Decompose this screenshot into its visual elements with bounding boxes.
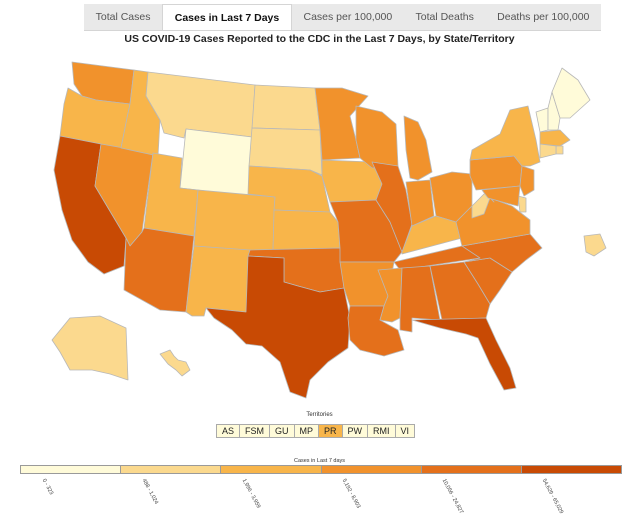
territory-rmi[interactable]: RMI — [368, 425, 396, 437]
state-tx[interactable] — [205, 255, 351, 399]
view-tabs: Total Cases Cases in Last 7 Days Cases p… — [84, 4, 601, 31]
state-ct[interactable] — [539, 143, 557, 159]
territories-selector: AS FSM GU MP PR PW RMI VI — [216, 424, 416, 438]
state-fl[interactable] — [411, 317, 517, 391]
legend-bin-6 — [521, 466, 622, 473]
territory-fsm[interactable]: FSM — [240, 425, 271, 437]
state-az[interactable] — [123, 227, 195, 313]
territory-gu[interactable]: GU — [270, 425, 295, 437]
state-nc[interactable] — [461, 233, 543, 273]
legend-bin-4 — [321, 466, 422, 473]
state-nm[interactable] — [185, 245, 251, 317]
territory-as[interactable]: AS — [217, 425, 241, 437]
tab-total-cases[interactable]: Total Cases — [95, 11, 151, 23]
legend-labels: 0 - 323 488 - 1,024 1,996 - 3,959 5,192 … — [20, 478, 622, 515]
territory-pw[interactable]: PW — [342, 425, 369, 437]
legend-bin-3 — [221, 466, 322, 473]
legend-label-6: 54,629 - 65,029 — [540, 478, 565, 515]
state-mt[interactable] — [145, 71, 256, 139]
legend-label-5: 10,056 - 24,827 — [440, 478, 465, 515]
legend-bin-5 — [421, 466, 522, 473]
state-wi[interactable] — [355, 105, 399, 169]
state-vt[interactable] — [535, 107, 549, 133]
map-title: US COVID-19 Cases Reported to the CDC in… — [124, 33, 515, 45]
state-nd[interactable] — [251, 84, 321, 131]
state-ny[interactable] — [469, 105, 541, 167]
state-md[interactable] — [481, 185, 521, 207]
state-nh[interactable] — [547, 91, 561, 131]
territory-vi[interactable]: VI — [395, 425, 415, 437]
state-ri[interactable] — [555, 145, 564, 155]
state-in[interactable] — [405, 179, 435, 227]
state-ak[interactable] — [51, 315, 129, 381]
state-co[interactable] — [193, 189, 276, 253]
territory-pr[interactable]: PR — [319, 425, 343, 437]
legend-color-bar — [20, 465, 622, 474]
state-hi[interactable] — [159, 349, 191, 377]
legend-bin-2 — [121, 466, 222, 473]
tab-total-deaths[interactable]: Total Deaths — [415, 11, 474, 23]
legend-label-4: 5,192 - 8,903 — [340, 478, 362, 510]
legend-label-3: 1,996 - 3,959 — [240, 478, 262, 510]
tab-deaths-per-100000[interactable]: Deaths per 100,000 — [497, 11, 590, 23]
state-de[interactable] — [517, 195, 527, 213]
legend-bin-1 — [21, 466, 122, 473]
territory-mp[interactable]: MP — [294, 425, 320, 437]
legend-label-2: 488 - 1,024 — [140, 478, 160, 506]
state-wy[interactable] — [179, 128, 253, 197]
state-mi[interactable] — [403, 115, 433, 181]
legend-label-1: 0 - 323 — [40, 478, 55, 496]
state-sd[interactable] — [248, 127, 323, 176]
state-pa[interactable] — [469, 155, 523, 191]
state-ma[interactable] — [539, 129, 571, 147]
state-nj[interactable] — [519, 165, 535, 197]
legend-title: Cases in Last 7 days — [293, 458, 346, 464]
territories-title: Territories — [306, 412, 333, 418]
state-me[interactable] — [551, 67, 591, 119]
tab-cases-per-100000[interactable]: Cases per 100,000 — [303, 11, 393, 23]
state-ks[interactable] — [272, 209, 341, 251]
tab-cases-last-7-days[interactable]: Cases in Last 7 Days — [162, 4, 292, 30]
state-pr[interactable] — [583, 233, 607, 257]
